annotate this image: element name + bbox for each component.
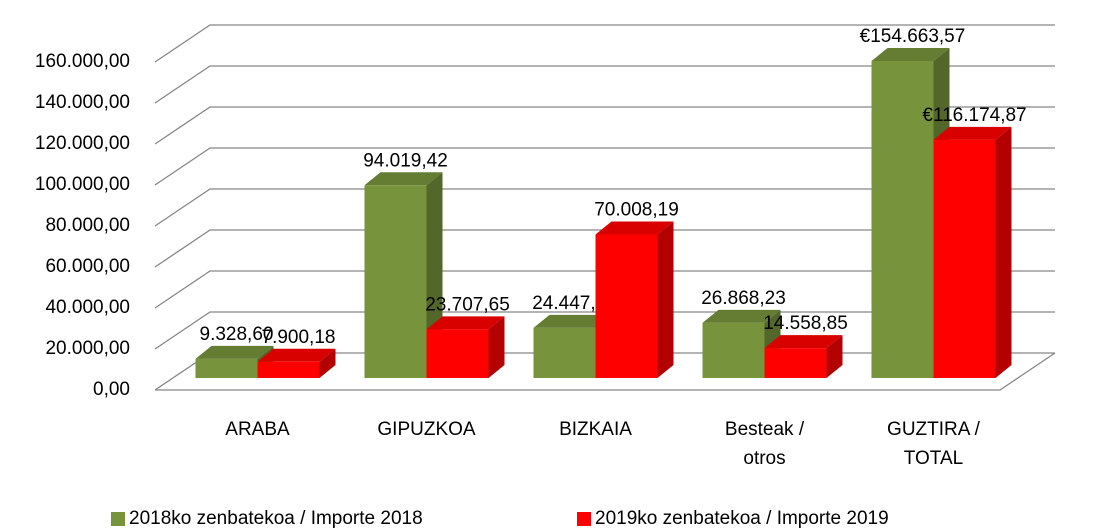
bar [933, 126, 1012, 378]
bar-top [702, 309, 781, 323]
bar-front [595, 234, 658, 378]
bar [257, 348, 336, 378]
x-tick-label: GUZTIRA / TOTAL [887, 419, 981, 469]
bar [595, 221, 674, 378]
y-tick-label: 140.000,00 [35, 92, 130, 113]
x-tick-line: GUZTIRA / [887, 419, 981, 440]
bar-top [595, 221, 674, 235]
grid-line [154, 147, 1055, 186]
value-label: 94.019,42 [363, 150, 448, 171]
bar-front [257, 361, 320, 378]
value-label: 9.328,60 [200, 324, 274, 345]
x-tick-label: ARABA [225, 419, 290, 440]
bar [764, 335, 843, 378]
y-tick-label: 60.000,00 [45, 256, 130, 277]
floor [155, 352, 1056, 391]
grid-line [154, 270, 1055, 309]
bar-front [426, 329, 489, 378]
bar-side [995, 126, 1012, 378]
bar-side [657, 221, 674, 378]
grid-line [154, 188, 1055, 227]
bar-front [871, 60, 934, 378]
grid-line [154, 229, 1055, 268]
legend-swatch [577, 512, 591, 526]
y-tick-label: 40.000,00 [45, 297, 130, 318]
bar-front [933, 139, 996, 378]
bar-front [764, 348, 827, 378]
x-tick-line: Besteak / [725, 419, 805, 440]
bar-front [533, 327, 596, 378]
bar-top [257, 348, 336, 362]
y-tick-label: 20.000,00 [45, 338, 130, 359]
legend-swatch [111, 512, 125, 526]
bar-top [195, 345, 274, 359]
bar-front [195, 358, 258, 378]
bar-top [764, 335, 843, 349]
x-tick-label: BIZKAIA [559, 419, 632, 440]
bar-top [364, 172, 443, 186]
bar-top [871, 47, 950, 61]
value-label: 23.707,65 [425, 294, 510, 315]
grid-line [154, 24, 1055, 63]
value-label: €116.174,87 [922, 105, 1026, 126]
y-tick-label: 80.000,00 [45, 215, 130, 236]
bar-top [426, 316, 505, 330]
x-tick-label: GIPUZKOA [377, 419, 476, 440]
bar-side [826, 335, 843, 378]
bar-top [933, 126, 1012, 140]
grid-line [154, 106, 1055, 145]
legend-label: 2018ko zenbatekoa / Importe 2018 [129, 508, 423, 529]
value-label: 70.008,19 [594, 199, 679, 220]
value-label: €154.663,57 [860, 26, 966, 47]
value-label: 26.868,23 [701, 288, 786, 309]
x-tick-line: otros [743, 448, 785, 469]
grid-line [154, 65, 1055, 104]
x-tick-line: TOTAL [904, 448, 963, 469]
bar-side [488, 316, 505, 378]
value-label: 7.900,18 [262, 327, 336, 348]
bar-front [364, 185, 427, 378]
bar-front [702, 322, 765, 378]
x-tick-label: Besteak / otros [725, 419, 805, 469]
y-tick-label: 100.000,00 [35, 174, 130, 195]
y-tick-label: 120.000,00 [35, 133, 130, 154]
bar [426, 316, 505, 378]
y-tick-label: 0,00 [93, 379, 130, 400]
bar-side [319, 348, 336, 378]
y-tick-label: 160.000,00 [35, 51, 130, 72]
bar-top [533, 314, 612, 328]
value-label: 14.558,85 [763, 313, 848, 334]
legend-label: 2019ko zenbatekoa / Importe 2019 [595, 508, 889, 529]
